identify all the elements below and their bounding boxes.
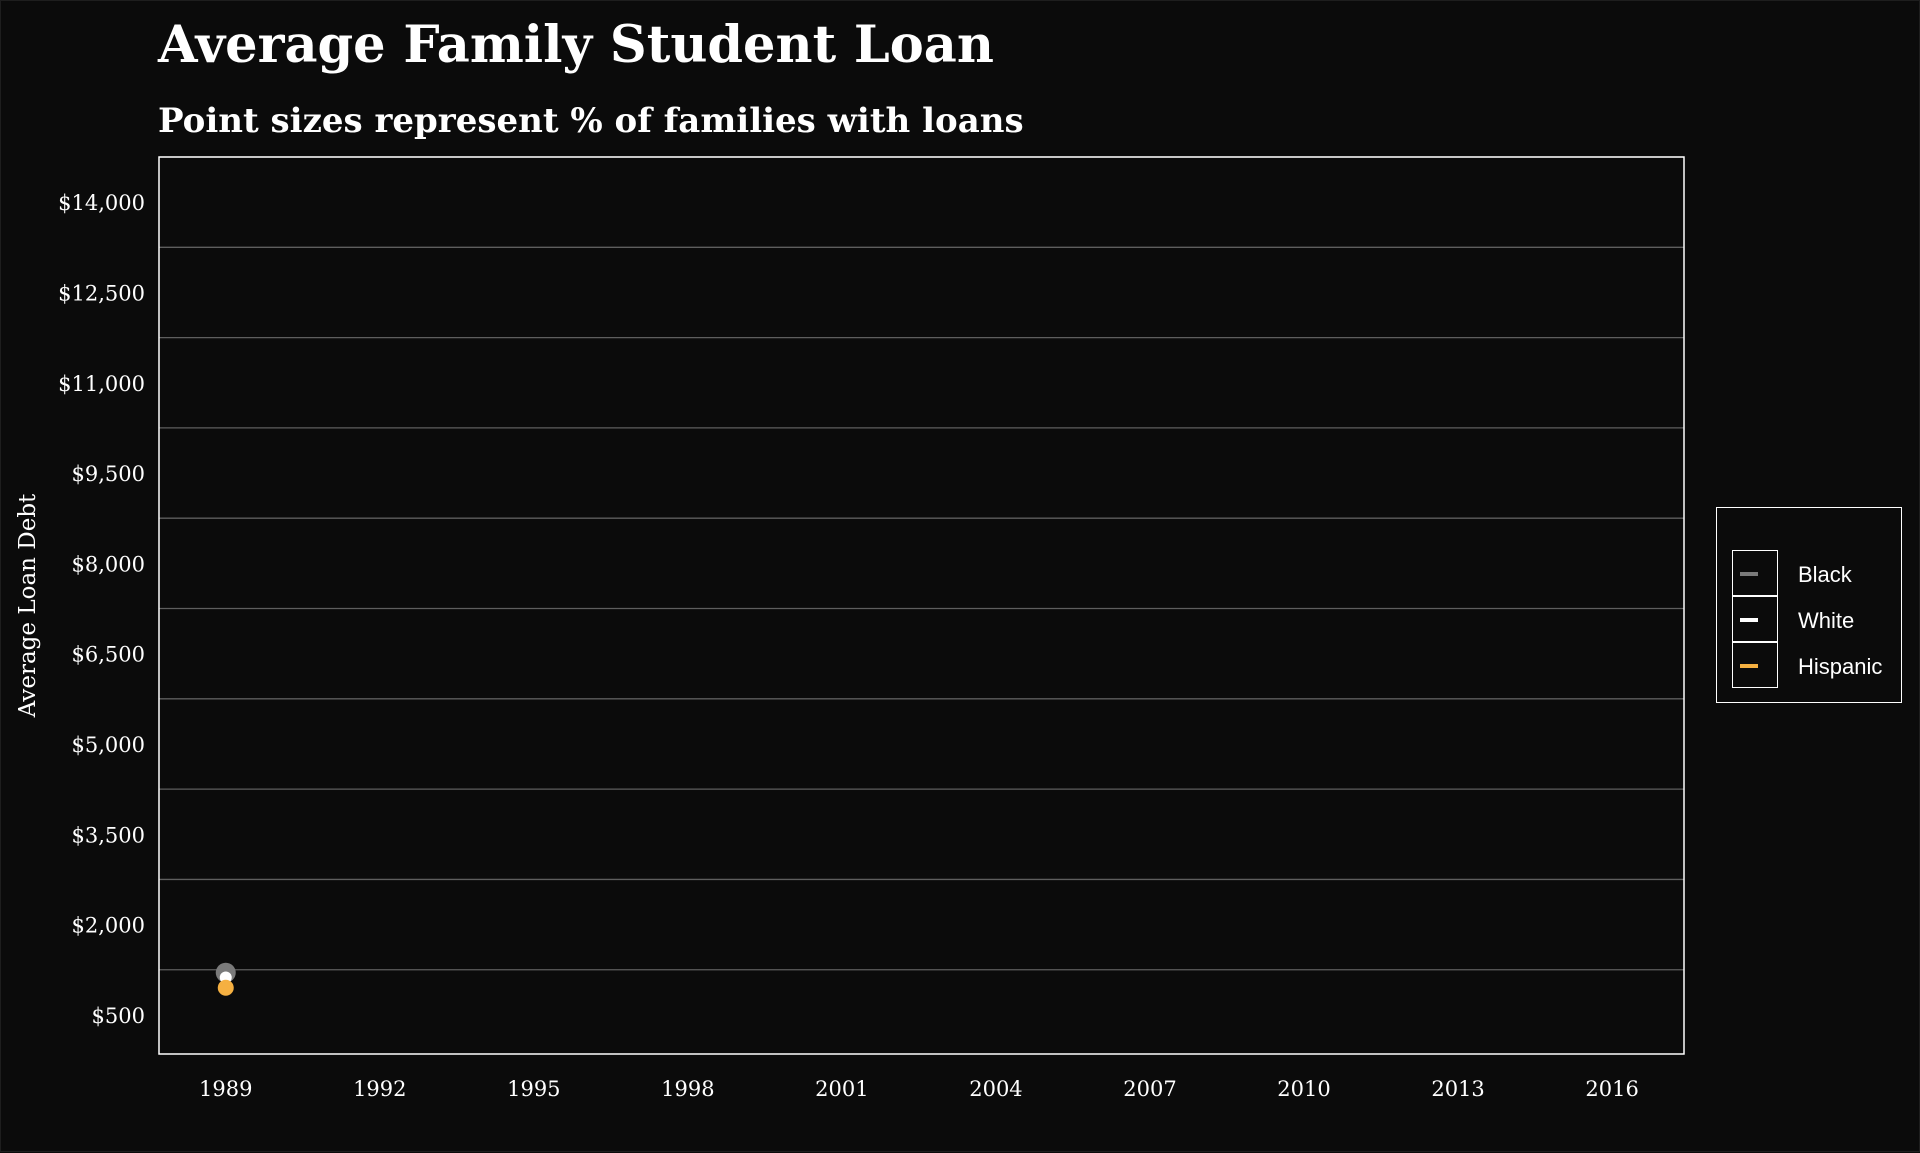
x-tick-label: 1992 (353, 1077, 406, 1101)
chart-title: Average Family Student Loan (158, 15, 994, 75)
plot-frame (158, 156, 1685, 1055)
x-tick-label: 2010 (1277, 1077, 1330, 1101)
y-tick-label: $9,500 (72, 462, 145, 486)
legend-item-hispanic: Hispanic (1732, 642, 1897, 688)
chart-subtitle: Point sizes represent % of families with… (158, 101, 1024, 141)
x-tick-label: 2016 (1585, 1077, 1638, 1101)
data-point-hispanic (217, 979, 234, 996)
legend-label-hispanic: Hispanic (1798, 654, 1883, 679)
x-tick-label: 1995 (507, 1077, 560, 1101)
y-tick-label: $3,500 (72, 823, 145, 847)
x-tick-label: 2007 (1123, 1077, 1176, 1101)
y-tick-label: $500 (92, 1004, 145, 1028)
legend-label-white: White (1798, 608, 1855, 633)
x-tick-label: 1998 (661, 1077, 714, 1101)
y-tick-label: $5,000 (72, 733, 145, 757)
y-tick-label: $12,500 (58, 281, 145, 305)
legend-swatch-black (1740, 572, 1758, 576)
y-tick-label: $14,000 (58, 191, 145, 215)
x-axis-ticks: 1989 1992 1995 1998 2001 2004 2007 2010 2013 2016 (199, 1077, 1639, 1101)
y-tick-label: $8,000 (72, 552, 145, 576)
legend-key-hispanic (1732, 642, 1778, 688)
legend-item-white: White (1732, 596, 1897, 642)
y-tick-label: $6,500 (72, 643, 145, 667)
legend-swatch-white (1740, 618, 1758, 622)
x-tick-label: 2013 (1431, 1077, 1484, 1101)
x-tick-label: 1989 (199, 1077, 252, 1101)
y-axis-ticks: $500 $2,000 $3,500 $5,000 $6,500 $8,000 $9,500… (58, 191, 145, 1028)
x-tick-label: 2001 (815, 1077, 868, 1101)
legend-item-black: Black (1732, 550, 1897, 596)
y-tick-label: $2,000 (72, 914, 145, 938)
y-tick-label: $11,000 (58, 372, 145, 396)
legend-swatch-hispanic (1740, 664, 1758, 668)
legend-key-white (1732, 596, 1778, 642)
legend-label-black: Black (1798, 562, 1852, 587)
legend: Black White Hispanic (1716, 507, 1902, 703)
gridlines (159, 156, 1684, 971)
legend-key-black (1732, 550, 1778, 596)
x-tick-label: 2004 (969, 1077, 1022, 1101)
y-axis-label: Average Loan Debt (15, 493, 41, 718)
data-points (215, 962, 236, 996)
